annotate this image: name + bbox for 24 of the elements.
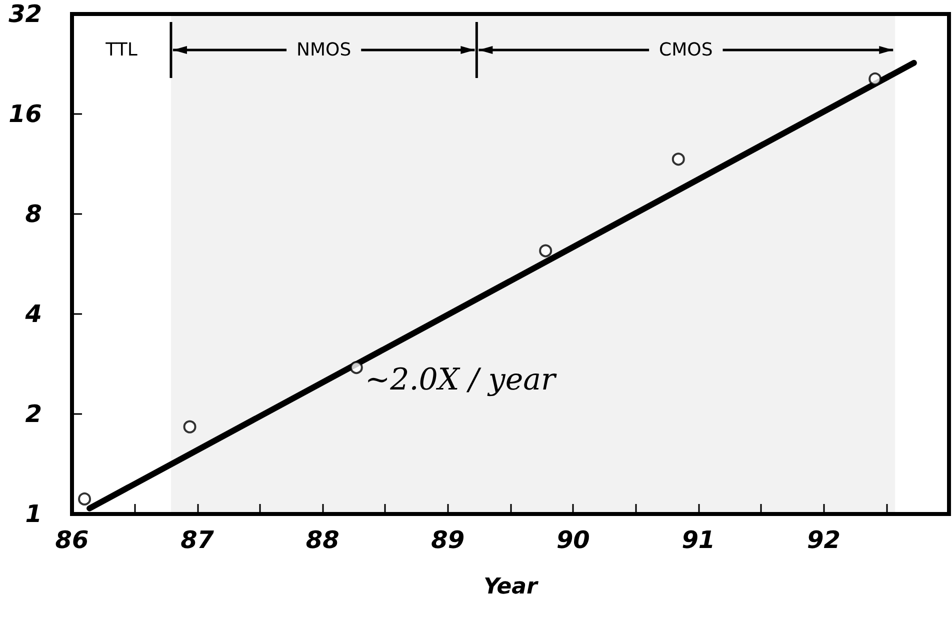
y-tick-label: 16 bbox=[8, 100, 42, 128]
x-tick-label: 91 bbox=[682, 526, 716, 554]
point bbox=[350, 361, 363, 374]
x-axis-title: Year bbox=[484, 574, 538, 600]
x-tick-label: 90 bbox=[556, 526, 590, 554]
point bbox=[672, 152, 685, 166]
y-tick-label: 32 bbox=[8, 0, 42, 28]
x-tick-label: 87 bbox=[180, 526, 214, 554]
x-tick-label: 89 bbox=[431, 526, 465, 554]
x-tick-label: 88 bbox=[306, 526, 340, 554]
y-tick-label: 1 bbox=[25, 500, 42, 528]
y-tick-label: 8 bbox=[25, 200, 42, 228]
point bbox=[78, 492, 92, 506]
point bbox=[539, 244, 552, 258]
band-label: CMOS bbox=[659, 40, 713, 60]
annotation: TTL bbox=[104, 40, 138, 60]
y-tick-label: 2 bbox=[25, 400, 42, 428]
point bbox=[183, 420, 196, 434]
x-tick-label: 86 bbox=[55, 526, 89, 554]
point bbox=[868, 72, 882, 86]
y-tick-label: 4 bbox=[24, 300, 42, 328]
x-tick-label: 92 bbox=[807, 526, 840, 554]
annotation: ~2.0X / year bbox=[365, 362, 557, 398]
band-label: NMOS bbox=[296, 40, 352, 60]
